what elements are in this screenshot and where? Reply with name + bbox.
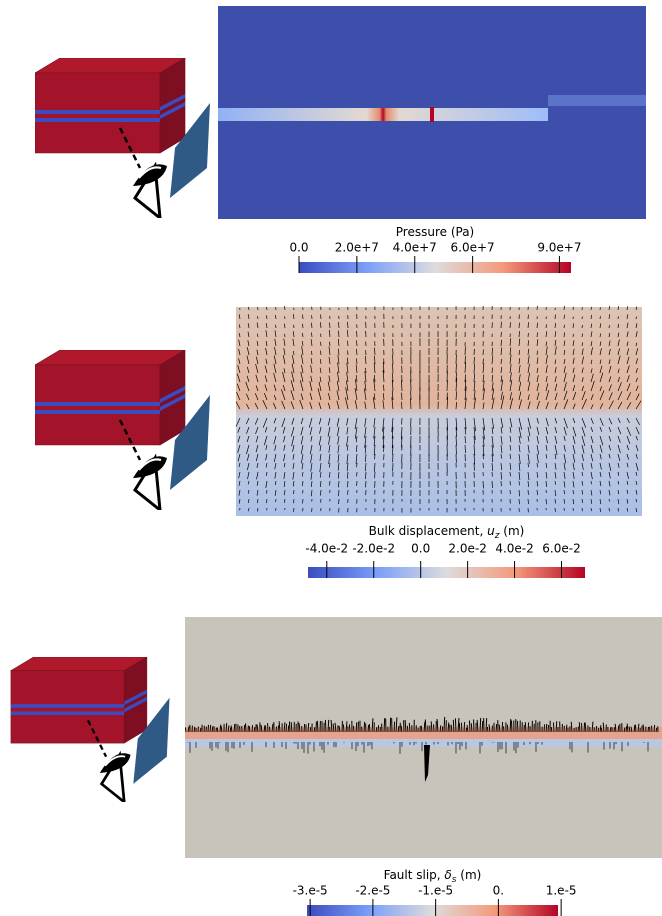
slip-vector bbox=[584, 723, 585, 732]
colorbar-title: Pressure (Pa) bbox=[396, 225, 474, 239]
slip-vector bbox=[265, 726, 266, 732]
tick-label: 1.e-5 bbox=[546, 884, 577, 898]
slip-vector bbox=[286, 724, 287, 732]
view-icon bbox=[11, 657, 170, 802]
slip-vector bbox=[378, 725, 379, 732]
vector bbox=[609, 325, 610, 328]
view-icon bbox=[35, 350, 210, 510]
slip-vector bbox=[471, 723, 472, 732]
slip-vector bbox=[444, 717, 445, 732]
slip-vector bbox=[544, 724, 545, 732]
figure: Pressure (Pa) 0.0 2.0e+7 4.0e+7 6.0e+7 9.0e+7… bbox=[0, 0, 662, 916]
tick-label: -3.e-5 bbox=[293, 884, 328, 898]
icons bbox=[11, 58, 210, 802]
slip-vector bbox=[487, 727, 488, 732]
slip-vector bbox=[502, 722, 503, 732]
colorbar: Pressure (Pa) 0.0 2.0e+7 4.0e+7 6.0e+7 9.0e+7 bbox=[289, 225, 581, 274]
slip-vector bbox=[343, 724, 344, 732]
slip-plot bbox=[185, 617, 662, 858]
tick-label: 4.0e-2 bbox=[495, 542, 533, 556]
colorbar: Fault slip, δs (m) -3.e-5 -2.e-5 -1.e-5 0. 1.… bbox=[293, 868, 577, 916]
slip-vector bbox=[525, 722, 526, 732]
slip-vector bbox=[626, 726, 627, 732]
tick-label: -1.e-5 bbox=[418, 884, 453, 898]
tick-label: 9.0e+7 bbox=[537, 241, 581, 255]
displacement-plot bbox=[236, 306, 642, 516]
title-var: δ bbox=[444, 868, 451, 882]
slip-vector bbox=[654, 725, 655, 732]
colorbar-gradient bbox=[299, 262, 571, 273]
slip-vector bbox=[409, 723, 410, 732]
slip-vector bbox=[448, 723, 449, 732]
slip-vector bbox=[226, 723, 227, 732]
vector bbox=[501, 454, 502, 459]
slip-vector bbox=[486, 718, 487, 732]
slip-vector bbox=[220, 725, 221, 732]
slip-vector bbox=[390, 718, 391, 732]
title-unit: (m) bbox=[499, 524, 524, 538]
slip-vector bbox=[364, 722, 365, 732]
slip-vector bbox=[407, 726, 408, 732]
tick-label: 2.0e+7 bbox=[335, 241, 379, 255]
tick-label: -4.0e-2 bbox=[305, 542, 348, 556]
slip-vector bbox=[601, 728, 602, 732]
slip-vector bbox=[469, 720, 470, 732]
slip-vector bbox=[310, 727, 311, 732]
view-icon bbox=[35, 58, 210, 218]
tick-label: 0. bbox=[493, 884, 504, 898]
slip-vector bbox=[635, 725, 636, 732]
slip-vector bbox=[325, 720, 326, 732]
slip-vector bbox=[308, 723, 309, 732]
slip-vector bbox=[455, 718, 456, 732]
slip-vector bbox=[394, 722, 395, 732]
tick-label: -2.e-5 bbox=[355, 884, 390, 898]
tick-label: 4.0e+7 bbox=[393, 241, 437, 255]
slip-vector bbox=[596, 726, 597, 732]
slip-vector bbox=[278, 725, 279, 732]
slip-vector bbox=[648, 727, 649, 732]
title-text: Pressure (Pa) bbox=[396, 225, 474, 239]
title-unit: (m) bbox=[456, 868, 481, 882]
slip-vector bbox=[511, 721, 512, 732]
colorbar-title: Fault slip, δs (m) bbox=[384, 868, 482, 885]
slip-vector bbox=[368, 725, 369, 732]
colorbar: Bulk displacement, uz (m) -4.0e-2 -2.0e-2 0… bbox=[305, 524, 585, 579]
slip-vector bbox=[496, 724, 497, 732]
title-text: Bulk displacement, bbox=[369, 524, 487, 538]
tick-label: 6.0e-2 bbox=[542, 542, 580, 556]
slip-vector bbox=[349, 724, 350, 732]
slip-vector bbox=[579, 722, 580, 732]
colorbar-title: Bulk displacement, uz (m) bbox=[369, 524, 525, 541]
pressure-plot bbox=[218, 6, 646, 219]
title-text: Fault slip, bbox=[384, 868, 445, 882]
slip-vector bbox=[553, 722, 554, 732]
slip-vector bbox=[185, 727, 186, 732]
slip-vector bbox=[466, 728, 467, 732]
slip-vector bbox=[480, 718, 481, 732]
tick-label: -2.0e-2 bbox=[352, 542, 395, 556]
slip-vector bbox=[598, 728, 599, 732]
slip-vector bbox=[517, 721, 518, 732]
slip-vector bbox=[528, 722, 529, 732]
slip-vector bbox=[304, 724, 305, 732]
tick-label: 0.0 bbox=[289, 241, 308, 255]
slip-vector bbox=[252, 725, 253, 732]
slip-vector bbox=[461, 723, 462, 732]
colorbar-gradient bbox=[308, 567, 585, 578]
slip-vector bbox=[507, 725, 508, 732]
tick-label: 2.0e-2 bbox=[448, 542, 486, 556]
slip-vector bbox=[289, 722, 290, 732]
tick-label: 6.0e+7 bbox=[451, 241, 495, 255]
slip-vector bbox=[464, 722, 465, 732]
slip-vector bbox=[425, 719, 426, 732]
slip-vector bbox=[369, 724, 370, 732]
colorbar-gradient bbox=[307, 905, 558, 916]
slip-vector bbox=[656, 728, 657, 732]
slip-vector bbox=[384, 718, 385, 732]
tick-label: 0.0 bbox=[411, 542, 430, 556]
